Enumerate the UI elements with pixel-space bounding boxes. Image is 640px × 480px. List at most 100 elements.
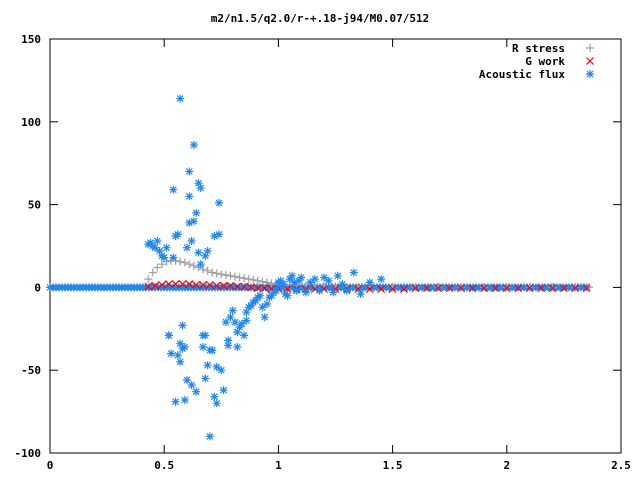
data-point	[203, 266, 212, 275]
plot-area	[46, 94, 593, 441]
data-point	[192, 208, 201, 217]
data-point	[176, 339, 185, 348]
data-point	[226, 281, 235, 290]
data-point	[221, 271, 230, 279]
data-point	[219, 386, 228, 395]
data-point	[226, 313, 235, 322]
data-point	[208, 346, 217, 355]
data-point	[167, 349, 176, 358]
data-point	[242, 308, 251, 317]
y-tick-label: -100	[15, 447, 42, 460]
data-point	[310, 285, 319, 294]
data-point	[272, 286, 281, 295]
data-point	[178, 280, 187, 289]
data-point	[176, 257, 185, 266]
data-point	[151, 243, 160, 252]
data-point	[237, 319, 246, 328]
data-point	[514, 284, 523, 293]
data-point	[502, 284, 511, 293]
data-point	[267, 279, 276, 288]
data-point	[162, 243, 171, 252]
data-point	[157, 260, 166, 269]
data-point	[480, 284, 488, 293]
data-point	[176, 94, 185, 103]
x-tick-label: 2	[503, 459, 510, 472]
data-point	[434, 284, 443, 293]
data-point	[210, 392, 219, 401]
data-point	[171, 397, 180, 406]
data-point	[253, 284, 262, 293]
data-point	[173, 351, 182, 360]
data-point	[189, 261, 198, 270]
data-point	[253, 276, 262, 285]
data-point	[342, 286, 351, 295]
axes: 0 0.5 1 1.5 2 2.5 -100 -50 0 50 100 150	[15, 33, 631, 472]
data-point	[148, 268, 157, 277]
data-point	[185, 280, 194, 289]
data-point	[365, 285, 374, 294]
data-point	[279, 280, 287, 289]
data-point	[215, 230, 223, 239]
y-tick-label: 150	[21, 33, 41, 46]
data-point	[320, 285, 329, 294]
data-point	[203, 361, 212, 370]
x-tick-label: 0.5	[154, 459, 174, 472]
data-point	[203, 247, 212, 255]
data-point	[240, 282, 249, 291]
data-point	[548, 284, 557, 293]
x-tick-label: 0	[47, 459, 54, 472]
data-point	[400, 285, 408, 294]
data-point	[189, 217, 198, 226]
data-point	[180, 343, 189, 351]
data-point	[247, 301, 255, 310]
data-point	[411, 282, 420, 291]
data-point	[310, 275, 319, 284]
data-point	[180, 258, 189, 267]
data-point	[525, 284, 534, 293]
data-point	[155, 247, 164, 255]
data-point	[292, 286, 301, 295]
data-point	[295, 276, 303, 285]
data-point	[258, 277, 267, 286]
data-point	[235, 323, 244, 332]
data-point	[356, 290, 365, 298]
data-point	[276, 276, 285, 285]
data-point	[233, 343, 242, 351]
plot-frame	[49, 38, 622, 454]
data-point	[164, 331, 173, 340]
data-point	[365, 278, 374, 287]
data-point	[169, 253, 178, 262]
data-point	[377, 285, 386, 294]
data-point	[231, 318, 239, 327]
legend-label: R stress	[512, 42, 565, 55]
data-point	[288, 271, 297, 280]
data-point	[422, 284, 431, 293]
legend-marker	[586, 70, 594, 78]
data-point	[247, 283, 255, 292]
data-point	[183, 376, 191, 385]
data-point	[192, 280, 201, 289]
data-point	[210, 232, 219, 241]
data-point	[178, 321, 187, 330]
data-point	[171, 280, 180, 289]
data-point	[194, 179, 203, 188]
data-point	[221, 318, 230, 327]
data-point	[208, 268, 217, 277]
data-point	[189, 141, 198, 149]
data-point	[240, 274, 249, 283]
legend-label: Acoustic flux	[479, 68, 565, 81]
data-point	[160, 253, 169, 262]
data-point	[445, 284, 454, 293]
legend-label: G work	[525, 55, 565, 68]
y-tick-label: 50	[28, 199, 41, 212]
x-tick-label: 2.5	[611, 459, 631, 472]
data-point	[212, 399, 221, 408]
data-point	[205, 432, 214, 441]
legend-marker	[586, 57, 594, 65]
data-point	[199, 343, 207, 351]
data-point	[263, 300, 271, 308]
data-point	[144, 282, 153, 291]
data-point	[164, 280, 173, 289]
